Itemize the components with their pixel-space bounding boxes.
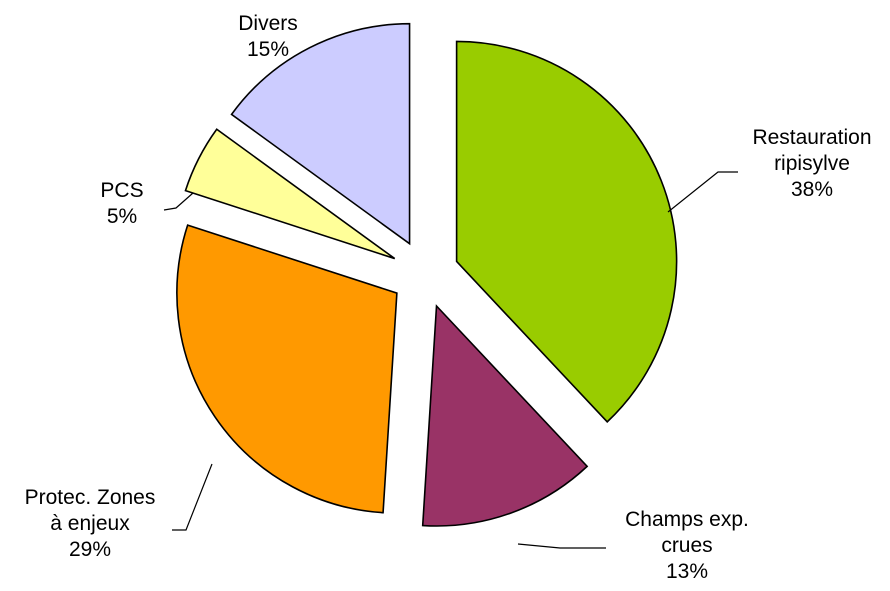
slice-percent-label: 38% <box>791 178 833 201</box>
leader-line-1 <box>667 171 738 213</box>
slice-category-label: Champs exp. <box>625 508 749 531</box>
slice-category-label: crues <box>661 534 712 557</box>
pie-slice-1 <box>455 40 678 423</box>
pie-slice-3 <box>176 224 398 514</box>
slice-category-label: ripisylve <box>774 152 850 175</box>
leader-line-4 <box>163 192 194 211</box>
leader-line-2 <box>517 543 606 549</box>
slice-category-label: à enjeux <box>50 512 130 535</box>
slice-category-label: PCS <box>100 179 143 202</box>
labels-layer: Restauration ripisylve 38% Champs exp. crues… <box>25 12 872 583</box>
slice-label-5: Divers 15% <box>238 12 298 61</box>
pie-slice-5 <box>230 22 411 246</box>
slices-layer <box>176 22 678 527</box>
slice-percent-label: 5% <box>107 205 137 228</box>
slice-category-label: Restauration <box>752 126 871 149</box>
pie-slice-4 <box>184 128 396 260</box>
slice-category-label: Divers <box>238 12 298 35</box>
leader-line-3 <box>172 463 213 531</box>
slice-label-4: PCS 5% <box>100 179 143 228</box>
slice-label-3: Protec. Zones à enjeux 29% <box>25 486 156 561</box>
slice-label-1: Restauration ripisylve 38% <box>752 126 871 201</box>
slice-percent-label: 13% <box>666 560 708 583</box>
slice-category-label: Protec. Zones <box>25 486 156 509</box>
slice-label-2: Champs exp. crues 13% <box>625 508 749 583</box>
slice-percent-label: 29% <box>69 538 111 561</box>
pie-slice-2 <box>421 304 589 527</box>
slice-percent-label: 15% <box>247 38 289 61</box>
leader-lines-layer <box>163 171 738 549</box>
